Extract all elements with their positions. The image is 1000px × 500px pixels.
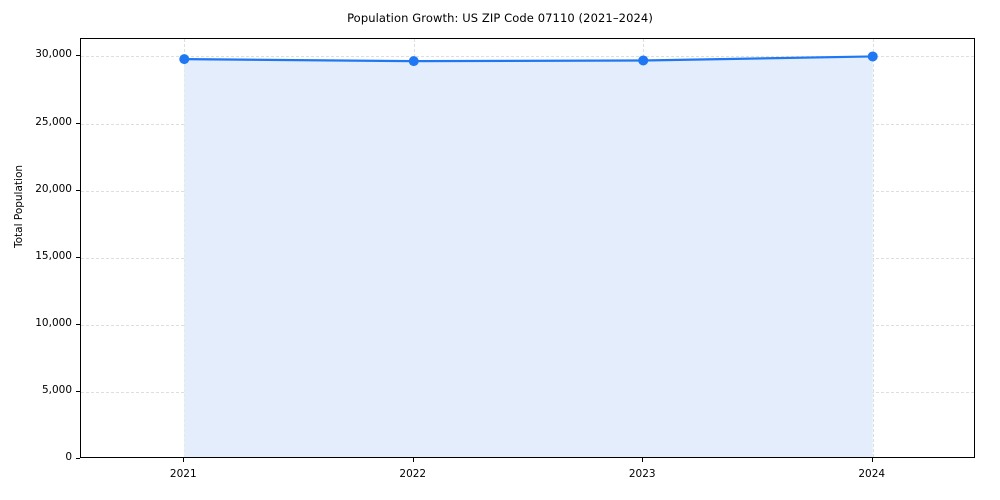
y-axis-tick-label: 15,000 bbox=[35, 249, 72, 262]
y-axis-tick-mark bbox=[76, 390, 80, 392]
x-axis-tick-label: 2022 bbox=[399, 468, 427, 480]
y-axis-label: Total Population bbox=[13, 164, 25, 248]
y-axis-tick-label: 25,000 bbox=[35, 115, 72, 128]
y-axis-tick-label: 10,000 bbox=[35, 316, 72, 329]
series-line-population: 2021: 29800 2022: 29650 2023: 29700 2024: 3… bbox=[179, 51, 878, 457]
x-axis-tick-mark bbox=[183, 458, 185, 462]
y-axis-tick-label: 20,000 bbox=[35, 182, 72, 195]
series-markers: 2021: 29800 2022: 29650 2023: 29700 2024: 3… bbox=[179, 51, 878, 67]
x-axis-tick-label: 2023 bbox=[628, 468, 656, 480]
series-area-fill bbox=[184, 56, 873, 457]
y-axis-tick-mark bbox=[76, 256, 80, 258]
data-point-marker: 2021: 29800 bbox=[179, 54, 190, 65]
gridline-horizontal bbox=[81, 56, 974, 58]
chart-title: Population Growth: US ZIP Code 07110 (20… bbox=[347, 11, 653, 25]
y-axis-tick-mark bbox=[76, 122, 80, 124]
gridline-vertical bbox=[872, 39, 874, 457]
y-axis-tick-mark bbox=[76, 189, 80, 191]
x-axis-tick-mark bbox=[642, 458, 644, 462]
y-axis-tick-label: 0 bbox=[65, 451, 72, 463]
series-line-path bbox=[183, 55, 874, 63]
y-axis-tick-label: 5,000 bbox=[41, 383, 72, 396]
y-axis-tick-mark bbox=[76, 458, 80, 459]
data-point-marker: 2022: 29650 bbox=[408, 56, 419, 67]
plot-area: 2021: 29800 2022: 29650 2023: 29700 2024: 3… bbox=[80, 38, 975, 458]
y-axis-tick-mark bbox=[76, 55, 80, 57]
x-axis-tick-label: 2024 bbox=[858, 468, 886, 480]
x-axis-tick-label: 2021 bbox=[169, 468, 197, 480]
x-axis-tick-mark bbox=[412, 458, 414, 462]
data-point-marker: 2023: 29700 bbox=[638, 55, 649, 66]
x-axis-tick-mark bbox=[871, 458, 873, 462]
data-point-marker: 2024: 30000 bbox=[867, 51, 878, 62]
y-axis-tick-label: 30,000 bbox=[35, 48, 72, 61]
y-axis-tick-mark bbox=[76, 323, 80, 325]
